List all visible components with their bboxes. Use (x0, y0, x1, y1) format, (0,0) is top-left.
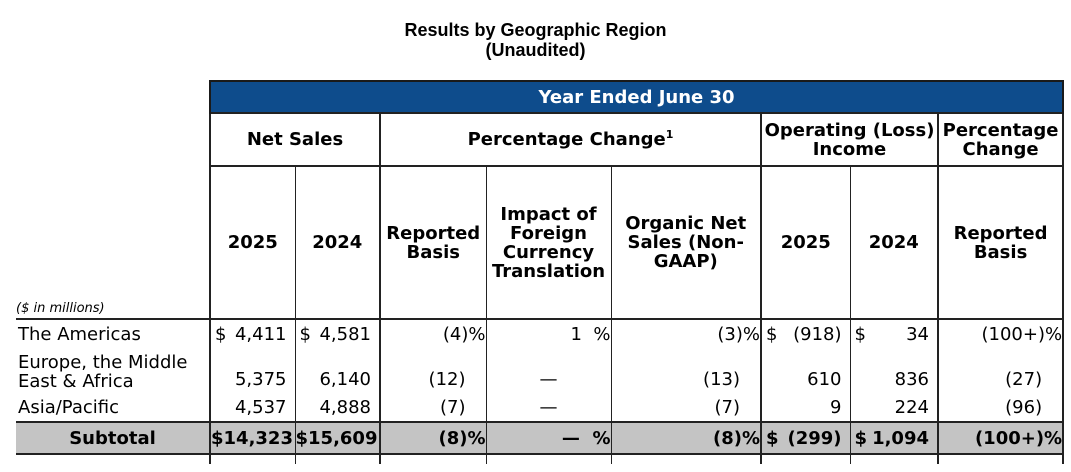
table-row (16, 454, 1065, 464)
table-row: The Americas $4,411 $4,581 (4)% 1 % (3)%… (16, 318, 1065, 349)
row-label: Asia/Pacific (18, 397, 119, 418)
cell-organic: (3)% (610, 318, 761, 349)
blank-cell (379, 454, 486, 464)
dollar-sign: $ (299, 324, 311, 345)
col-net-sales-2024: 2024 (294, 165, 380, 319)
blank-cell (16, 454, 210, 464)
table-row: Asia/Pacific 4,537 4,888 (7) — (7) 9 224… (16, 394, 1065, 422)
blank-cell (209, 454, 295, 464)
cell-ns2024: $4,581 (294, 318, 380, 349)
cell-reported2: (96) (936, 394, 1065, 422)
dollar-sign: $ (854, 427, 868, 449)
cell-ns2024: 6,140 (294, 349, 380, 394)
report-title: Results by Geographic Region (404, 20, 667, 40)
cell-fx: — % (485, 421, 611, 455)
table-row: Europe, the Middle East & Africa 5,375 6… (16, 349, 1065, 394)
cell-oi2024: 224 (849, 394, 938, 422)
cell-ns2025: 4,537 (209, 394, 295, 422)
blank-cell (936, 454, 1065, 464)
period-header: Year Ended June 30 (208, 80, 1065, 113)
cell-organic: (7) (610, 394, 761, 422)
cell-oi2025: $ (299) (760, 421, 850, 455)
cell-oi2025: 610 (760, 349, 850, 394)
pct-change-header-2: Percentage Change (936, 112, 1065, 166)
row-label: Europe, the Middle East & Africa (18, 351, 188, 392)
cell-oi2025: 9 (760, 394, 850, 422)
col-fx-impact: Impact of Foreign Currency Translation (485, 165, 611, 319)
cell-oi2024: $34 (849, 318, 938, 349)
dollar-sign: $ (766, 324, 778, 345)
subtotal-row: Subtotal $14,323 $15,609 (8)% — % (8)% $… (16, 421, 1065, 455)
cell-fx: 1 % (485, 318, 611, 349)
pct-change-header: Percentage Change1 (379, 112, 761, 166)
units-label: ($ in millions) (16, 301, 105, 316)
cell-reported: (12) (379, 349, 486, 394)
col-reported-basis: Reported Basis (379, 165, 486, 319)
cell-reported: (4)% (379, 318, 486, 349)
col-op-income-2024: 2024 (849, 165, 938, 319)
cell-ns2025: 5,375 (209, 349, 295, 394)
dollar-sign: $ (215, 324, 227, 345)
row-label: The Americas (16, 318, 210, 349)
cell-reported2: (100+)% (936, 318, 1065, 349)
cell-ns2024: 4,888 (294, 394, 380, 422)
cell-organic: (8)% (610, 421, 761, 455)
pct-change-label: Percentage Change (467, 129, 666, 150)
cell-oi2024: $1,094 (849, 421, 938, 455)
geographic-results-table: Year Ended June 30 Net Sales Percentage … (16, 80, 1065, 464)
blank-cell (610, 454, 761, 464)
col-net-sales-2025: 2025 (209, 165, 295, 319)
cell-oi2024: 836 (849, 349, 938, 394)
blank-cell (760, 454, 850, 464)
cell-reported: (8)% (379, 421, 486, 455)
blank-cell (16, 81, 210, 113)
col-reported-basis-2: Reported Basis (936, 165, 1065, 319)
col-organic-net-sales: Organic Net Sales (Non-GAAP) (610, 165, 761, 319)
blank-cell (849, 454, 938, 464)
cell-ns2025: $14,323 (209, 421, 295, 455)
blank-cell (16, 113, 210, 166)
cell-oi2025: $ (918) (760, 318, 850, 349)
net-sales-header: Net Sales (209, 112, 380, 166)
cell-ns2025: $4,411 (209, 318, 295, 349)
subtotal-label: Subtotal (16, 421, 210, 455)
footnote-marker: 1 (665, 128, 674, 141)
col-op-income-2025: 2025 (760, 165, 850, 319)
blank-cell (294, 454, 380, 464)
cell-fx: — (485, 349, 611, 394)
cell-reported: (7) (379, 394, 486, 422)
cell-fx: — (485, 394, 611, 422)
dollar-sign: $ (766, 427, 779, 449)
report-subtitle: (Unaudited) (485, 40, 586, 60)
blank-cell (485, 454, 611, 464)
cell-reported2: (100+)% (936, 421, 1065, 455)
dollar-sign: $ (854, 324, 866, 345)
cell-ns2024: $15,609 (294, 421, 380, 455)
cell-reported2: (27) (936, 349, 1065, 394)
cell-organic: (13) (610, 349, 761, 394)
operating-income-header: Operating (Loss) Income (760, 112, 938, 166)
